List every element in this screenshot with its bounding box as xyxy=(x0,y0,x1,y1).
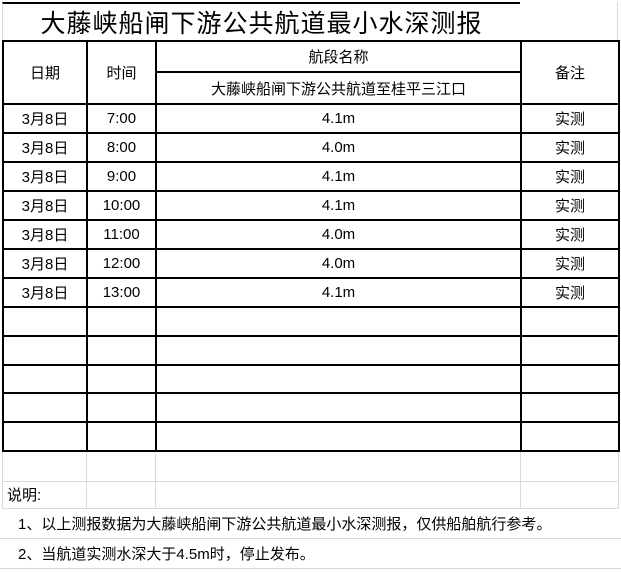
remark-cell: 实测 xyxy=(520,132,620,163)
depth-cell: 4.1m xyxy=(155,277,522,308)
depth-cell: 4.0m xyxy=(155,132,522,163)
empty-cell xyxy=(2,334,88,366)
empty-table-row xyxy=(2,363,620,395)
empty-cell xyxy=(2,421,88,452)
empty-cell xyxy=(155,421,522,452)
time-cell: 9:00 xyxy=(86,161,157,192)
date-cell: 3月8日 xyxy=(2,132,88,163)
date-cell: 3月8日 xyxy=(2,103,88,134)
empty-cell xyxy=(520,480,619,509)
table-row: 3月8日 10:00 4.1m 实测 xyxy=(2,190,620,221)
remark-cell: 实测 xyxy=(520,190,620,221)
header-row-2: 大藤峡船闸下游公共航道至桂平三江口 xyxy=(3,71,619,105)
empty-cell xyxy=(155,451,521,482)
header-row-1: 日期 时间 航段名称 备注 xyxy=(2,40,620,105)
depth-cell: 4.1m xyxy=(155,161,522,192)
time-cell: 7:00 xyxy=(86,103,157,134)
empty-cell xyxy=(520,421,620,452)
table-row: 3月8日 11:00 4.0m 实测 xyxy=(2,219,620,250)
empty-cell xyxy=(155,392,522,424)
time-cell: 12:00 xyxy=(86,248,157,279)
remark-cell: 实测 xyxy=(520,219,620,250)
table-row: 3月8日 12:00 4.0m 实测 xyxy=(2,248,620,279)
table-row: 3月8日 8:00 4.0m 实测 xyxy=(2,132,620,163)
spacer-grid-row xyxy=(2,451,619,482)
column-header-date: 日期 xyxy=(2,40,88,105)
empty-cell xyxy=(520,363,620,395)
depth-cell: 4.0m xyxy=(155,248,522,279)
empty-cell xyxy=(86,392,157,424)
notes-label-row: 说明: xyxy=(2,480,619,509)
empty-cell xyxy=(520,306,620,337)
report-title: 大藤峡船闸下游公共航道最小水深测报 xyxy=(2,2,520,40)
empty-table-row xyxy=(2,334,620,366)
empty-table-row xyxy=(2,392,620,424)
empty-cell xyxy=(86,363,157,395)
empty-cell xyxy=(86,451,156,482)
table-row: 3月8日 7:00 4.1m 实测 xyxy=(2,103,620,134)
table-row: 3月8日 13:00 4.1m 实测 xyxy=(2,277,620,308)
time-cell: 10:00 xyxy=(86,190,157,221)
report-title-row: 大藤峡船闸下游公共航道最小水深测报 xyxy=(2,2,618,40)
empty-cell xyxy=(86,421,157,452)
note-item-2: 2、当航道实测水深大于4.5m时，停止发布。 xyxy=(0,539,621,569)
time-cell: 13:00 xyxy=(86,277,157,308)
table-row: 3月8日 9:00 4.1m 实测 xyxy=(2,161,620,192)
remark-cell: 实测 xyxy=(520,103,620,134)
date-cell: 3月8日 xyxy=(2,219,88,250)
empty-cell xyxy=(2,451,87,482)
time-cell: 11:00 xyxy=(86,219,157,250)
empty-table-row xyxy=(2,421,620,452)
empty-cell xyxy=(155,363,522,395)
depth-cell: 4.1m xyxy=(155,103,522,134)
depth-cell: 4.1m xyxy=(155,190,522,221)
column-header-time: 时间 xyxy=(86,40,157,105)
remark-cell: 实测 xyxy=(520,277,620,308)
time-cell: 8:00 xyxy=(86,132,157,163)
empty-cell xyxy=(520,392,620,424)
date-cell: 3月8日 xyxy=(2,161,88,192)
empty-cell xyxy=(155,480,521,509)
empty-cell xyxy=(86,480,156,509)
notes-grid: 说明: xyxy=(2,451,619,509)
date-cell: 3月8日 xyxy=(2,190,88,221)
remark-cell: 实测 xyxy=(520,248,620,279)
empty-cell xyxy=(2,306,88,337)
empty-cell xyxy=(155,306,522,337)
empty-table-row xyxy=(2,306,620,337)
empty-cell xyxy=(86,306,157,337)
empty-cell xyxy=(86,334,157,366)
empty-cell xyxy=(520,451,619,482)
date-cell: 3月8日 xyxy=(2,248,88,279)
empty-cell xyxy=(520,334,620,366)
title-spacer xyxy=(520,2,618,40)
depth-cell: 4.0m xyxy=(155,219,522,250)
segment-subheader: 大藤峡船闸下游公共航道至桂平三江口 xyxy=(155,71,522,105)
column-header-segment: 航段名称 xyxy=(155,40,522,73)
empty-cell xyxy=(2,363,88,395)
empty-cell xyxy=(2,392,88,424)
remark-cell: 实测 xyxy=(520,161,620,192)
column-header-remark: 备注 xyxy=(520,40,620,105)
depth-report-table: 日期 时间 航段名称 备注 大藤峡船闸下游公共航道至桂平三江口 3月8日 7:00… xyxy=(2,40,620,452)
note-item-1: 1、以上测报数据为大藤峡船闸下游公共航道最小水深测报，仅供船舶航行参考。 xyxy=(0,509,621,539)
notes-label: 说明: xyxy=(2,480,87,509)
date-cell: 3月8日 xyxy=(2,277,88,308)
empty-cell xyxy=(155,334,522,366)
